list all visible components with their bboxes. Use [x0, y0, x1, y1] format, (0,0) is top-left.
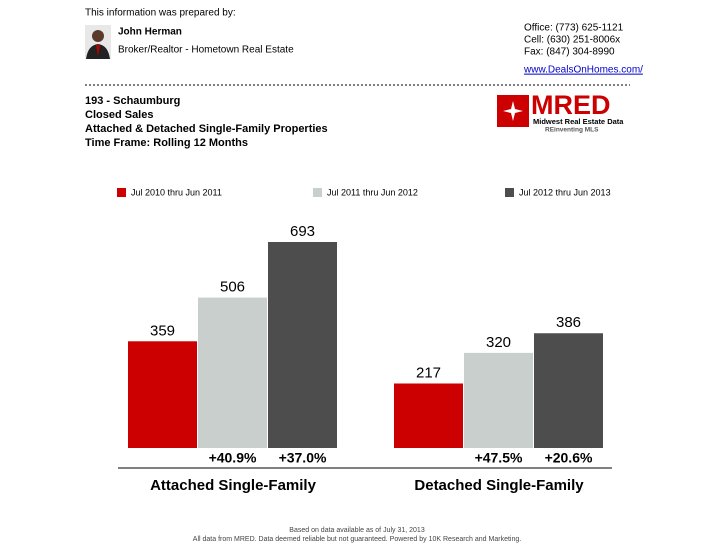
legend-label: Jul 2012 thru Jun 2013	[519, 187, 611, 197]
bar	[268, 242, 337, 448]
change-label: +37.0%	[279, 450, 327, 466]
value-label: 693	[290, 223, 315, 240]
fax: Fax: (847) 304-8990	[524, 47, 615, 58]
website-link[interactable]: www.DealsOnHomes.com/	[523, 65, 643, 76]
bar	[464, 352, 533, 448]
category-label: Attached Single-Family	[150, 477, 317, 494]
legend-swatch	[313, 188, 322, 197]
legend-swatch	[117, 188, 126, 197]
bar	[394, 383, 463, 448]
office-phone: Office: (773) 625-1121	[524, 23, 624, 34]
legend-label: Jul 2010 thru Jun 2011	[131, 187, 222, 197]
change-label: +20.6%	[545, 450, 593, 466]
report-timeframe: Time Frame: Rolling 12 Months	[85, 137, 248, 149]
report-types: Attached & Detached Single-Family Proper…	[85, 123, 328, 135]
logo: MRED Midwest Real Estate Data REinventin…	[497, 90, 624, 134]
bar	[128, 341, 197, 448]
legend-swatch	[505, 188, 514, 197]
bar	[534, 333, 603, 448]
value-label: 217	[416, 364, 441, 381]
footer-disclaimer: All data from MRED. Data deemed reliable…	[193, 536, 521, 543]
value-label: 320	[486, 334, 511, 351]
logo-slogan: REinventing MLS	[545, 127, 599, 134]
value-label: 506	[220, 279, 245, 296]
prepared-by: This information was prepared by:	[85, 8, 236, 19]
bar	[198, 297, 267, 448]
legend-label: Jul 2011 thru Jun 2012	[327, 187, 418, 197]
agent-photo	[85, 25, 111, 59]
value-label: 386	[556, 314, 581, 331]
report-area: 193 - Schaumburg	[85, 95, 180, 107]
logo-tagline: Midwest Real Estate Data	[533, 117, 624, 126]
value-label: 359	[150, 322, 175, 339]
agent-role: Broker/Realtor - Hometown Real Estate	[118, 45, 294, 56]
change-label: +47.5%	[475, 450, 523, 466]
logo-name: MRED	[531, 90, 611, 120]
agent-name: John Herman	[118, 27, 182, 38]
category-label: Detached Single-Family	[414, 477, 584, 494]
chart: Jul 2010 thru Jun 2011 Jul 2011 thru Jun …	[117, 187, 612, 494]
cell-phone: Cell: (630) 251-8006x	[524, 35, 620, 46]
change-label: +40.9%	[209, 450, 257, 466]
report-metric: Closed Sales	[85, 109, 153, 121]
footer-note: Based on data available as of July 31, 2…	[289, 527, 425, 534]
